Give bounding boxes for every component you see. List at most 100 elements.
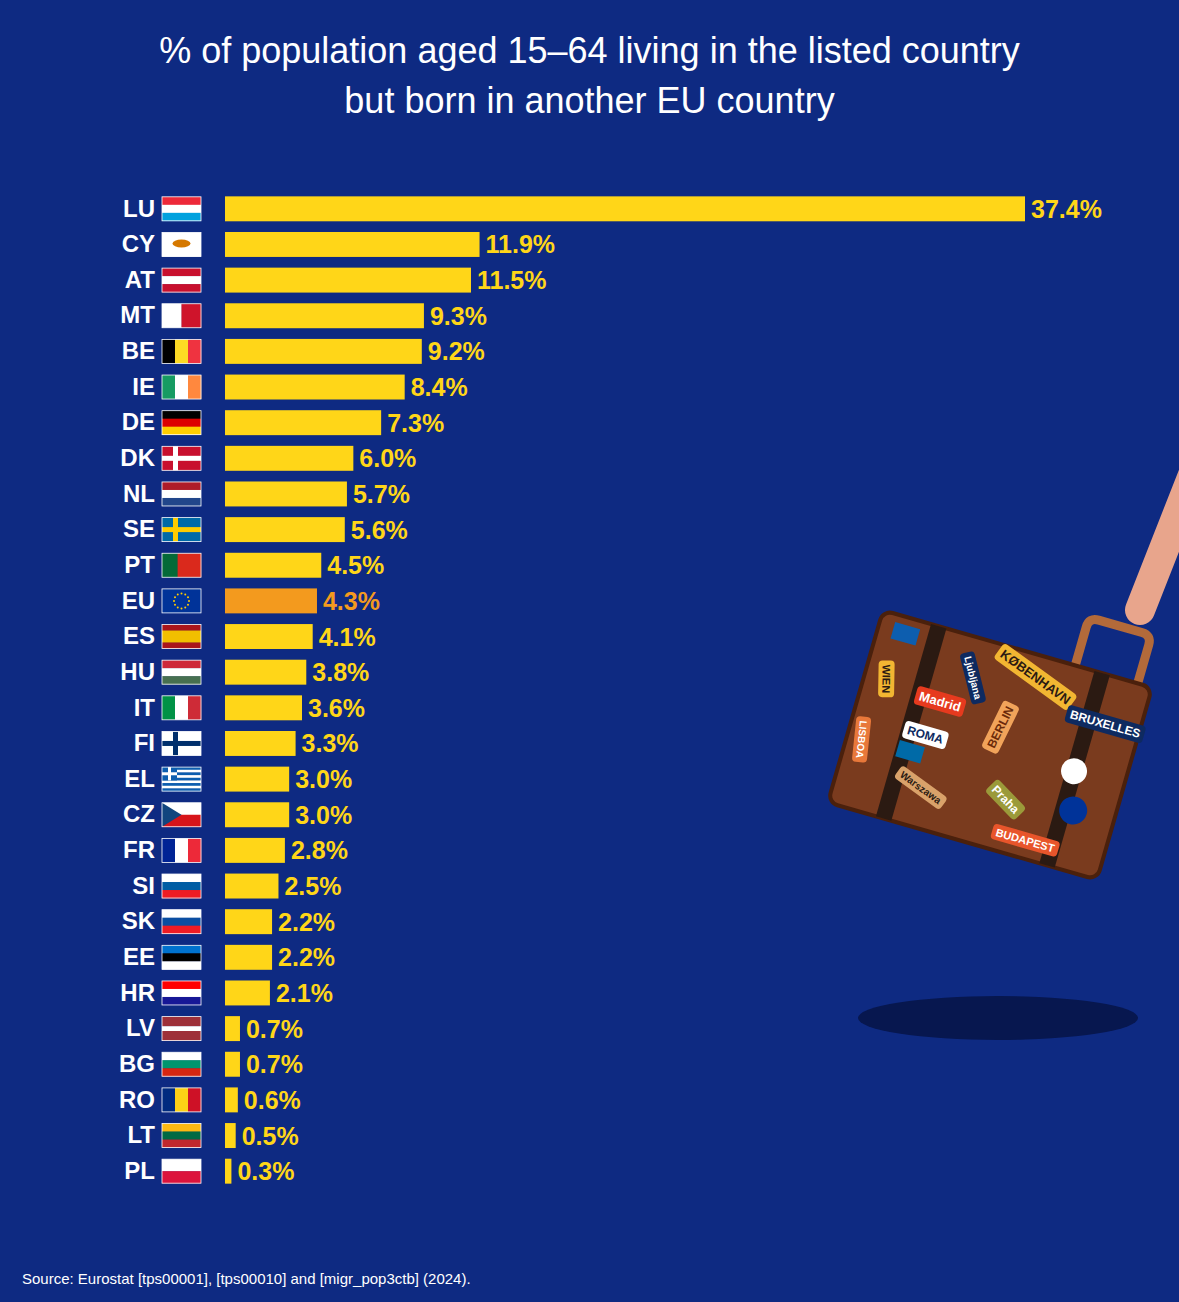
flag-part (162, 1068, 201, 1076)
flag-part (175, 375, 188, 399)
tick-label: ES (123, 622, 155, 649)
bar (225, 945, 272, 970)
data-label: 2.2% (278, 943, 335, 971)
flag (162, 696, 201, 720)
tick-label: DK (120, 444, 155, 471)
flag-part (162, 668, 201, 676)
data-label: 2.5% (284, 872, 341, 900)
flag-border (162, 482, 201, 506)
tick-label: LU (123, 195, 155, 222)
bar (225, 1087, 238, 1112)
flag-part (162, 339, 175, 363)
tick: DE (122, 408, 155, 435)
tick: SK (122, 907, 156, 934)
data-label: 6.0% (359, 444, 416, 472)
tick-label: HR (120, 979, 155, 1006)
sticker (891, 622, 921, 646)
flag-part (162, 304, 182, 328)
sticker: Madrid (913, 685, 967, 717)
data-label: 37.4% (1031, 195, 1102, 223)
bar (225, 909, 272, 934)
tick: LT (127, 1121, 155, 1148)
data-label: 9.3% (430, 302, 487, 330)
chart: % of population aged 15–64 living in the… (0, 0, 1179, 1302)
sticker: BERLIN (981, 700, 1020, 755)
flag-border (162, 197, 201, 221)
flag-part (162, 772, 177, 775)
bar (225, 481, 347, 506)
sticker-text: Madrid (917, 689, 962, 715)
tick: ES (123, 622, 155, 649)
bar (225, 232, 480, 257)
flag-part (162, 213, 201, 221)
flag-part (162, 419, 201, 427)
sticker-bg (985, 778, 1027, 820)
data-label: 3.8% (312, 658, 369, 686)
tick: CZ (123, 800, 155, 827)
tick-label: AT (125, 266, 156, 293)
title-line: but born in another EU country (344, 80, 834, 121)
flags (162, 197, 201, 1184)
tick-label: NL (123, 480, 155, 507)
sticker-bg (878, 660, 895, 697)
flag-part (162, 1140, 201, 1148)
sticker-bg (852, 716, 872, 763)
flag (162, 589, 201, 613)
sticker-bg (913, 685, 967, 717)
title-line: % of population aged 15–64 living in the… (159, 30, 1020, 71)
flag-part (184, 606, 186, 608)
flag-part (162, 232, 201, 256)
flag-part (162, 882, 201, 890)
flag-border (162, 1017, 201, 1041)
flag (162, 446, 201, 470)
flag-border (162, 910, 201, 934)
tick: EL (124, 765, 155, 792)
tick-label: CY (122, 230, 155, 257)
flag-part (174, 596, 176, 598)
data-label: 2.1% (276, 979, 333, 1007)
sticker-text: WIEN (880, 664, 893, 693)
flag (162, 375, 201, 399)
flag-part (162, 910, 201, 918)
flag-part (188, 696, 201, 720)
flag (162, 553, 201, 577)
flag-border (162, 518, 201, 542)
sticker-text: LISBOA (854, 720, 869, 759)
tick: IT (134, 694, 156, 721)
flag-part (162, 676, 201, 684)
flag-border (162, 268, 201, 292)
sticker: Warszawa (894, 765, 948, 810)
flag (162, 767, 201, 791)
tick-label: EE (123, 943, 155, 970)
flag-border (162, 304, 201, 328)
sticker: BRUXELLES (1064, 704, 1147, 744)
bar (225, 1159, 231, 1184)
bar (225, 410, 381, 435)
flag (162, 232, 201, 256)
data-label: 0.6% (244, 1086, 301, 1114)
flag (162, 660, 201, 684)
flag-part (162, 1171, 201, 1183)
title: % of population aged 15–64 living in the… (159, 30, 1020, 121)
tick: HU (120, 658, 155, 685)
flag (162, 981, 201, 1005)
case-body (828, 610, 1152, 879)
flag (162, 1052, 201, 1076)
tick-label: FR (123, 836, 155, 863)
flag-border (162, 589, 201, 613)
flag-part (162, 1052, 201, 1060)
flag-border (162, 696, 201, 720)
bar (225, 1016, 240, 1041)
tick: FI (134, 729, 155, 756)
flag-border (162, 411, 201, 435)
flag (162, 803, 201, 827)
sticker-text: BUDAPEST (994, 826, 1056, 854)
flag-part (162, 527, 201, 532)
illustration: KØBENHAVNLjubljanaWIENMadridBERLINBRUXEL… (828, 470, 1179, 1040)
flag-part (162, 803, 182, 827)
sticker-text: Ljubljana (962, 655, 983, 701)
flag-part (162, 456, 201, 461)
data-label: 3.6% (308, 694, 365, 722)
flag-border (162, 339, 201, 363)
flag-part (162, 205, 201, 213)
